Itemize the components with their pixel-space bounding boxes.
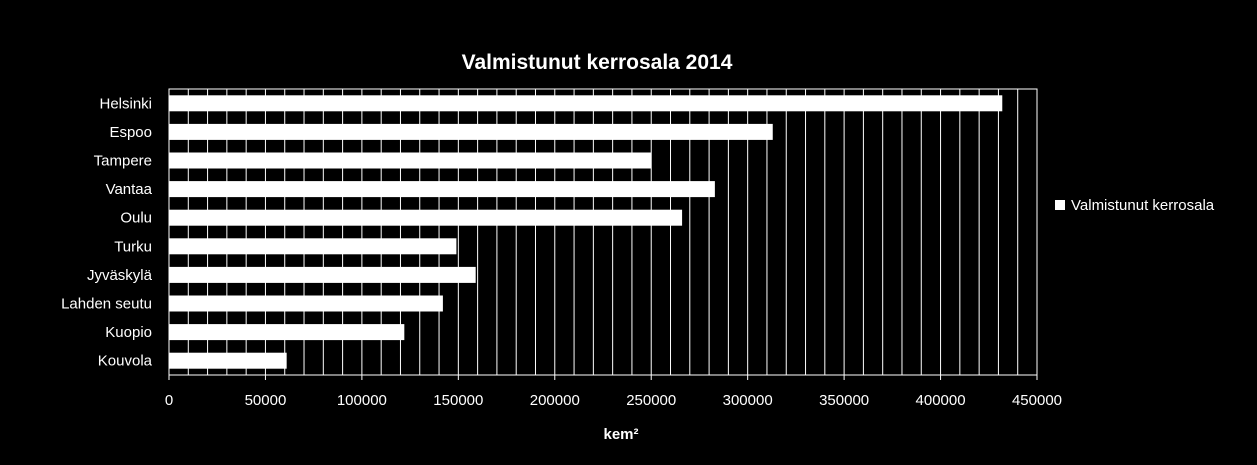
bar-turku	[169, 238, 457, 255]
category-label: Jyväskylä	[87, 267, 153, 284]
x-tick-label: 50000	[245, 392, 287, 409]
bar-oulu	[169, 209, 683, 226]
category-label: Kuopio	[105, 324, 152, 341]
bar-lahden-seutu	[169, 295, 443, 312]
bar-espoo	[169, 123, 773, 140]
plot-border	[168, 88, 1038, 376]
category-label: Helsinki	[99, 95, 152, 112]
bar-kouvola	[169, 352, 287, 369]
bars	[169, 95, 1003, 369]
bar-kuopio	[169, 324, 405, 341]
x-tick-label: 250000	[626, 392, 676, 409]
legend: Valmistunut kerrosala	[1055, 197, 1215, 214]
category-label: Oulu	[120, 210, 152, 227]
x-tick-labels: 0 50000 100000 150000 200000 250000 300000 3500…	[165, 392, 1062, 409]
bar-helsinki	[169, 95, 1003, 112]
category-label: Kouvola	[98, 353, 153, 370]
x-tick-label: 150000	[433, 392, 483, 409]
bar-jyväskylä	[169, 266, 476, 283]
bar-vantaa	[169, 181, 715, 198]
x-tick-label: 300000	[723, 392, 773, 409]
category-label: Vantaa	[106, 181, 153, 198]
x-tick-label: 0	[165, 392, 173, 409]
legend-label: Valmistunut kerrosala	[1071, 197, 1215, 214]
x-axis-label: kem²	[603, 426, 638, 443]
bar-tampere	[169, 152, 652, 169]
category-labels: Helsinki Espoo Tampere Vantaa Oulu Turku Jyväs…	[61, 95, 153, 369]
x-tick-label: 350000	[819, 392, 869, 409]
legend-swatch	[1055, 200, 1065, 210]
x-tick-label: 450000	[1012, 392, 1062, 409]
category-label: Turku	[114, 238, 152, 255]
category-label: Espoo	[109, 124, 152, 141]
category-label: Lahden seutu	[61, 296, 152, 313]
x-tick-label: 100000	[337, 392, 387, 409]
x-tick-label: 400000	[916, 392, 966, 409]
x-tick-label: 200000	[530, 392, 580, 409]
chart-title: Valmistunut kerrosala 2014	[462, 51, 733, 74]
category-label: Tampere	[94, 153, 152, 170]
